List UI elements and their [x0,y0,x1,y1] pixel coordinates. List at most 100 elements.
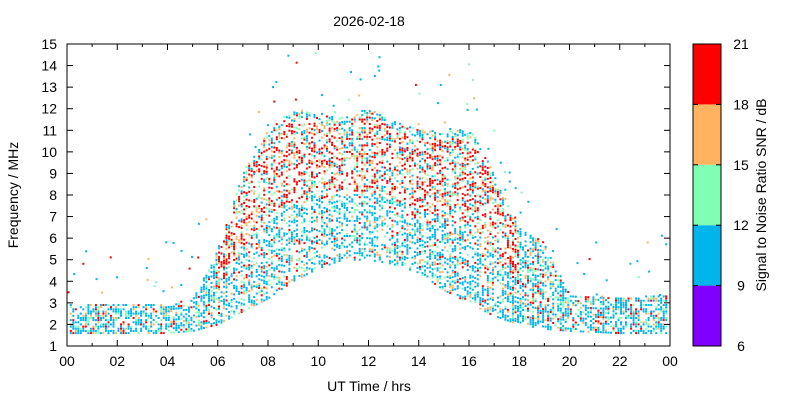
data-point [293,280,295,282]
data-point [140,319,142,321]
data-point [135,306,137,308]
data-point [449,238,451,240]
data-point [422,235,424,237]
data-point [306,191,308,193]
data-point [293,243,295,245]
data-point [389,252,391,254]
data-point [376,224,378,226]
data-point [472,198,474,200]
data-point [309,160,311,162]
data-point [565,302,567,304]
data-point [371,182,373,184]
data-point [266,253,268,255]
data-point [605,299,607,301]
data-point [562,329,564,331]
data-point [211,314,213,316]
data-point [336,166,338,168]
data-point [351,129,353,131]
data-point [396,213,398,215]
data-point [321,219,323,221]
data-point [311,171,313,173]
data-point [293,131,295,133]
data-point [241,309,243,311]
data-point [128,332,130,334]
data-point [218,297,220,299]
data-point [341,162,343,164]
data-point [437,201,439,203]
data-point [123,308,125,310]
data-point [415,84,417,86]
data-point [175,323,177,325]
data-point [241,275,243,277]
data-point [291,206,293,208]
data-point [535,322,537,324]
data-point [95,330,97,332]
data-point [321,216,323,218]
data-point [409,131,411,133]
data-point [236,286,238,288]
data-point [542,293,544,295]
data-point [484,224,486,226]
data-point [620,332,622,334]
data-point [133,313,135,315]
data-point [331,196,333,198]
data-point [193,321,195,323]
data-point [309,268,311,270]
data-point [246,171,248,173]
data-point [625,317,627,319]
data-point [442,204,444,206]
data-point [263,300,265,302]
data-point [120,308,122,310]
data-point [293,111,295,113]
data-point [326,161,328,163]
data-point [118,313,120,315]
data-point [293,133,295,135]
data-point [439,258,441,260]
data-point [228,225,230,227]
data-point [507,266,509,268]
data-point [447,276,449,278]
data-point [198,223,200,225]
data-point [376,152,378,154]
data-point [454,280,456,282]
data-point [281,264,283,266]
data-point [487,312,489,314]
data-point [241,190,243,192]
data-point [663,315,665,317]
data-point [592,318,594,320]
data-point [502,264,504,266]
data-point [351,170,353,172]
data-point [155,332,157,334]
data-point [462,262,464,264]
data-point [309,231,311,233]
data-point [381,123,383,125]
data-point [213,271,215,273]
data-point [231,273,233,275]
data-point [248,297,250,299]
data-point [356,216,358,218]
data-point [205,290,207,292]
data-point [331,248,333,250]
data-point [268,241,270,243]
data-point [118,330,120,332]
data-point [439,159,441,161]
data-point [592,314,594,316]
data-point [532,298,534,300]
data-point [233,311,235,313]
data-point [278,234,280,236]
data-point [434,136,436,138]
data-point [361,252,363,254]
data-point [246,218,248,220]
data-point [123,304,125,306]
data-point [439,282,441,284]
data-point [329,186,331,188]
data-point [334,124,336,126]
data-point [492,308,494,310]
data-point [507,320,509,322]
data-point [314,183,316,185]
data-point [535,318,537,320]
data-point [522,283,524,285]
data-point [258,196,260,198]
data-point [266,177,268,179]
data-point [474,137,476,139]
